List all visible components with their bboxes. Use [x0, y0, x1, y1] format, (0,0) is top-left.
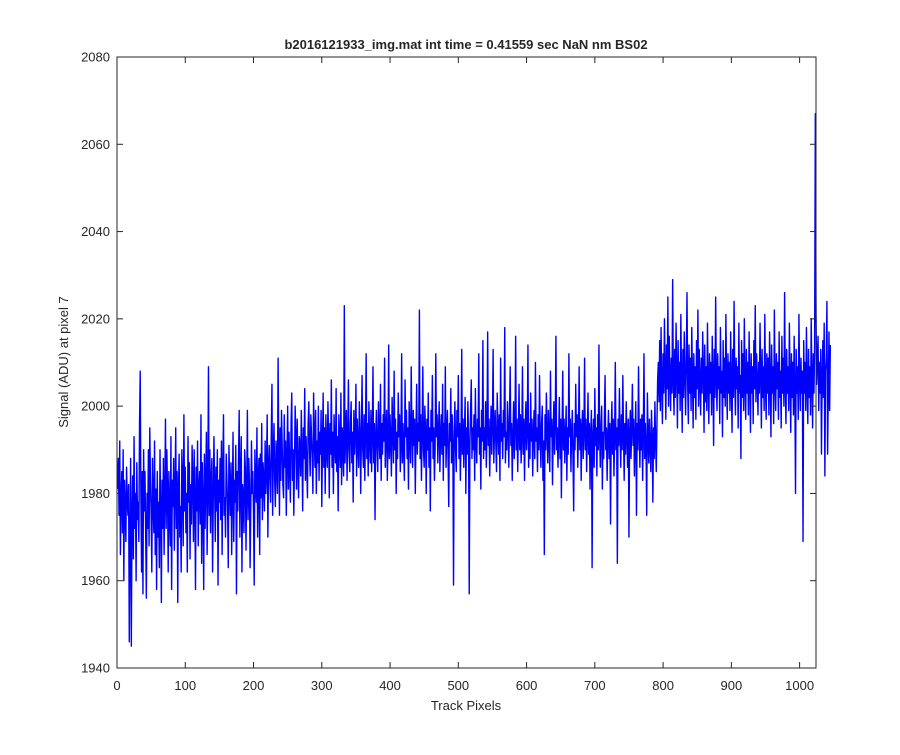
x-axis-ticks: 0 100 200 300 400 500 600 700 800 900 1000	[113, 57, 814, 693]
x-tick-label: 800	[652, 678, 674, 693]
x-tick-label: 700	[584, 678, 606, 693]
x-tick-label: 200	[243, 678, 265, 693]
x-tick-label: 100	[174, 678, 196, 693]
x-tick-label: 900	[721, 678, 743, 693]
y-tick-label: 2060	[81, 137, 110, 152]
series-line-1	[116, 113, 832, 647]
plot-area: 0 100 200 300 400 500 600 700 800 900 1000 1940 196…	[81, 50, 832, 693]
y-tick-label: 2000	[81, 399, 110, 414]
y-tick-label: 2040	[81, 224, 110, 239]
x-tick-label: 400	[379, 678, 401, 693]
y-tick-label: 1980	[81, 486, 110, 501]
y-tick-label: 1940	[81, 661, 110, 676]
x-tick-label: 0	[113, 678, 120, 693]
x-axis-label: Track Pixels	[431, 698, 502, 713]
y-tick-label: 1960	[81, 573, 110, 588]
x-tick-label: 600	[516, 678, 538, 693]
series-layer	[116, 113, 832, 647]
y-tick-label: 2020	[81, 311, 110, 326]
axes-box	[116, 56, 817, 669]
chart-title: b2016121933_img.mat int time = 0.41559 s…	[284, 37, 647, 52]
x-tick-label: 300	[311, 678, 333, 693]
y-axis-ticks: 1940 1960 1980 2000 2020 2040 2060 2080	[81, 50, 816, 676]
y-tick-label: 2080	[81, 50, 110, 65]
y-axis-label: Signal (ADU) at pixel 7	[56, 296, 71, 428]
x-tick-label: 1000	[785, 678, 814, 693]
x-tick-label: 500	[447, 678, 469, 693]
